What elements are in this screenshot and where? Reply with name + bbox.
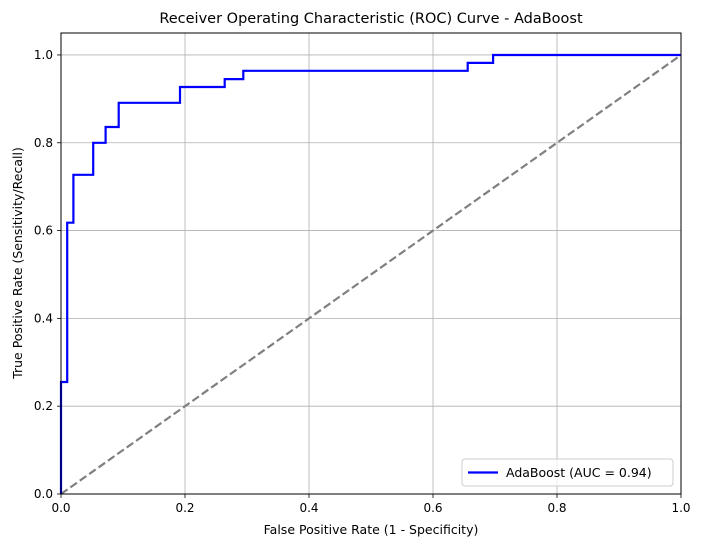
x-tick-label: 1.0 [671,501,690,515]
axis-ticks: 0.0 0.2 0.4 0.6 0.8 1.0 0.0 0.2 0.4 0.6 0.8 1.0 [34,48,691,515]
plot-frame [60,32,682,495]
y-tick-label: 0.0 [34,487,53,501]
x-tick-label: 0.4 [299,501,318,515]
y-axis-label: True Positive Rate (Sensitivity/Recall) [10,147,25,380]
x-axis-label: False Positive Rate (1 - Specificity) [264,522,479,537]
x-tick-label: 0.6 [423,501,442,515]
legend-box [461,458,674,487]
legend-label: AdaBoost (AUC = 0.94) [506,465,652,480]
y-tick-label: 0.6 [34,224,53,238]
y-tick-label: 0.8 [34,136,53,150]
roc-curve-line [59,53,681,494]
plot-series [59,53,682,495]
x-tick-label: 0.0 [51,501,70,515]
y-tick-label: 1.0 [34,48,53,62]
y-tick-label: 0.2 [34,399,53,413]
x-tick-label: 0.2 [175,501,194,515]
chart-title: Receiver Operating Characteristic (ROC) … [159,11,583,27]
x-tick-label: 0.8 [547,501,566,515]
random-classifier-diagonal-line [60,54,682,495]
legend: AdaBoost (AUC = 0.94) [461,458,674,487]
y-tick-label: 0.4 [34,311,53,325]
